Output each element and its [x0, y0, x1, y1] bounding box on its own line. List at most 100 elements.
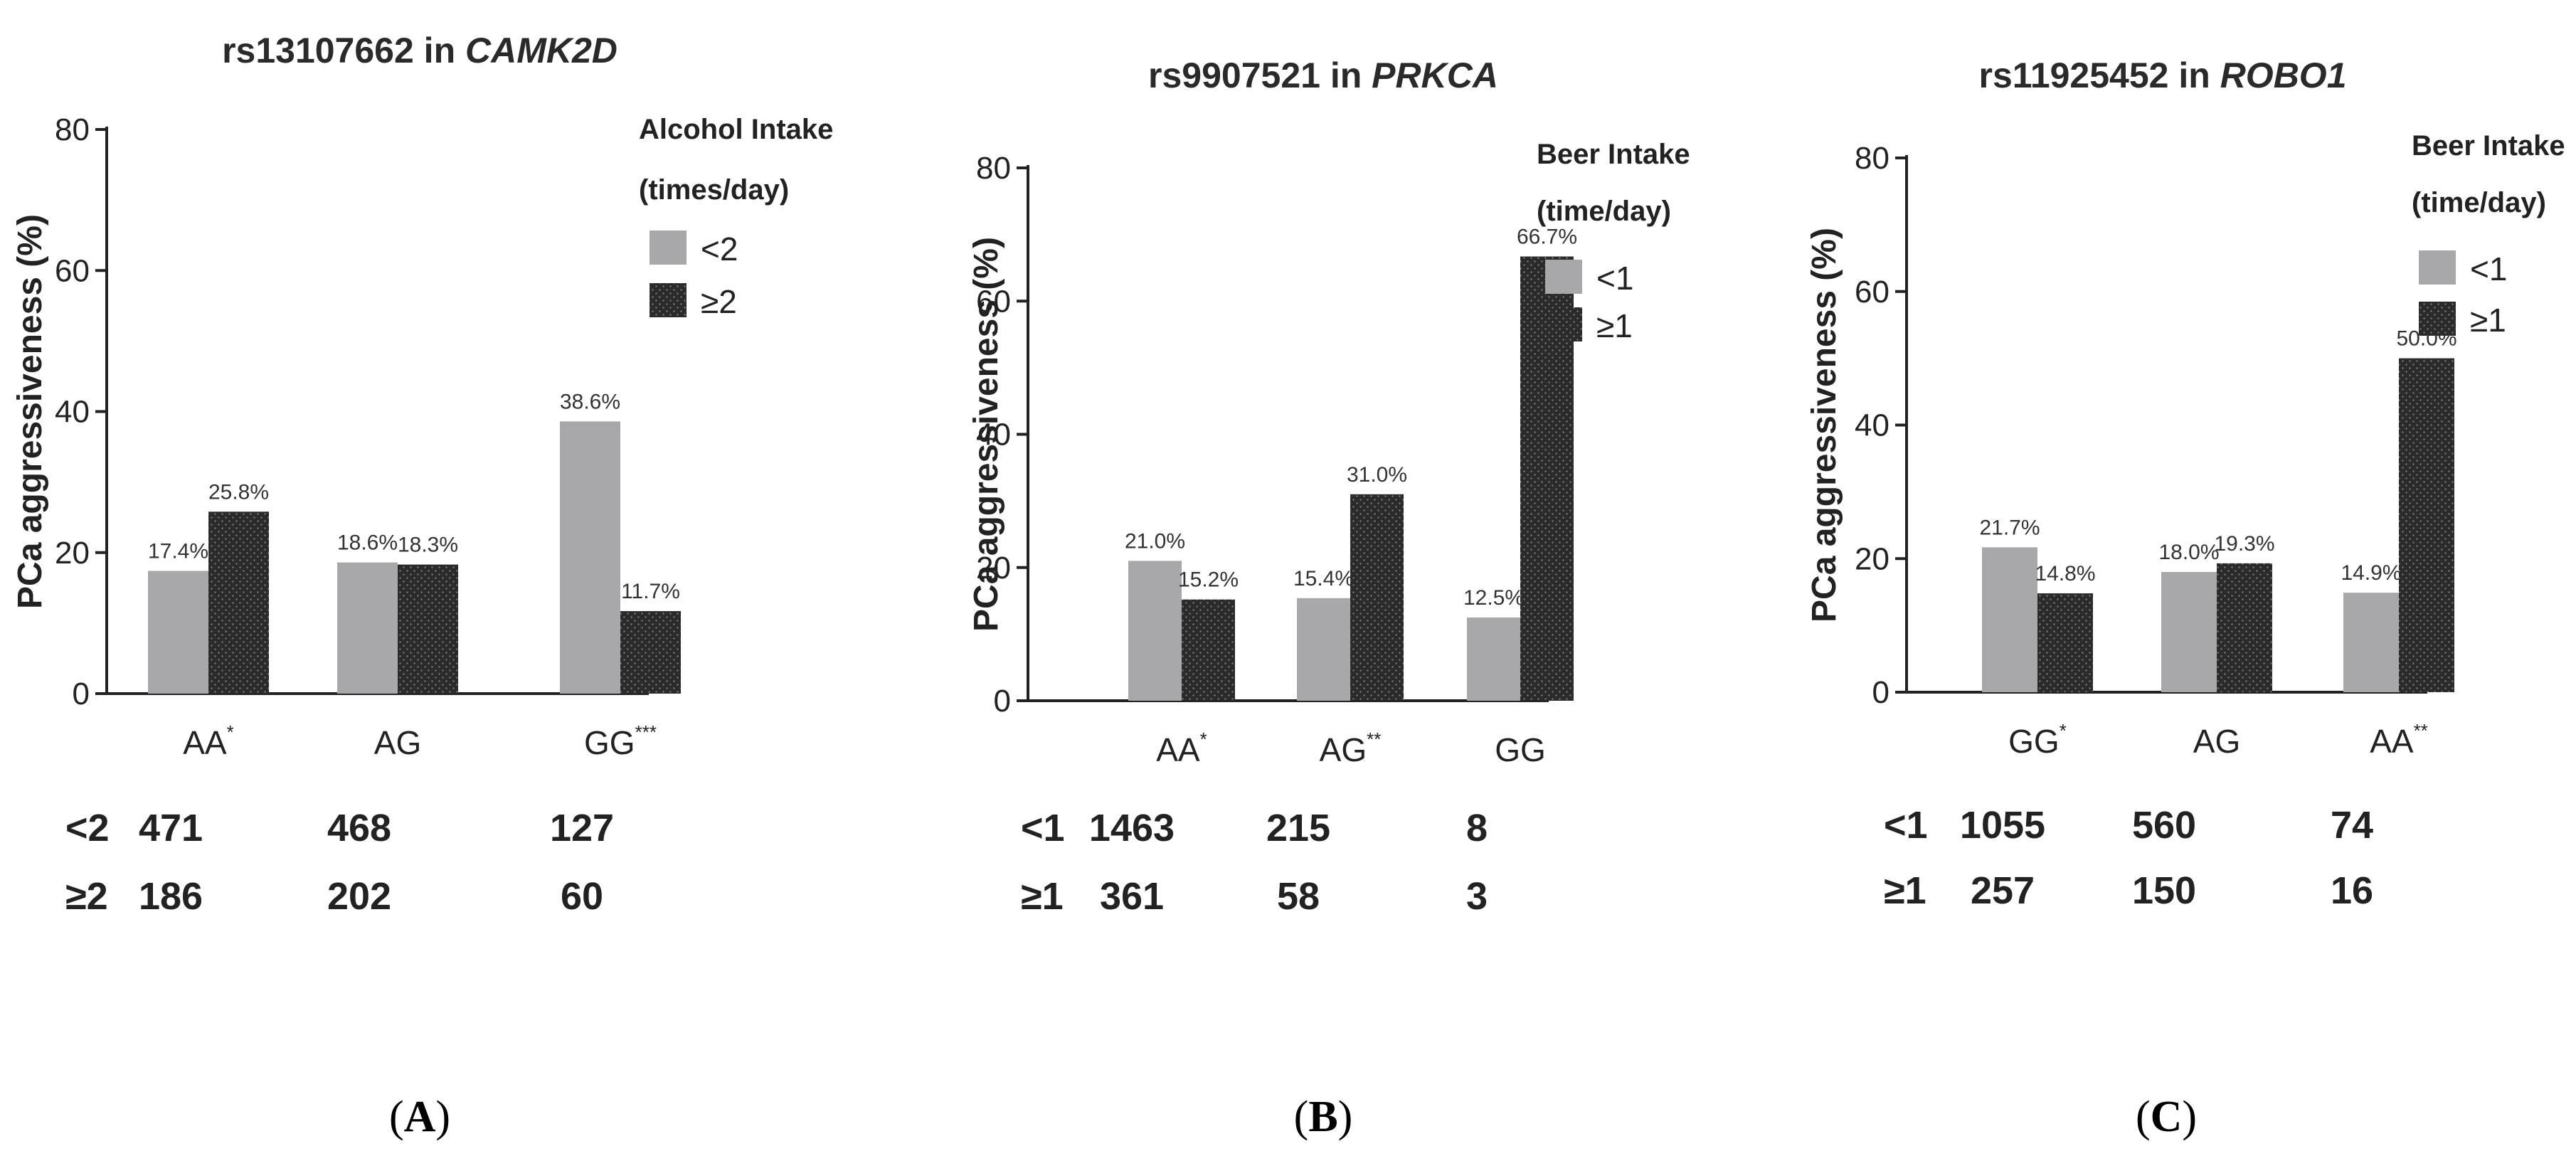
y-tick-label: 20	[55, 536, 90, 571]
data-label: 66.7%	[1517, 226, 1577, 249]
category-label: AG	[2193, 723, 2240, 760]
count-value: 1055	[1960, 804, 2045, 847]
bar-aa-series-2	[208, 511, 269, 694]
legend-swatch-2	[2419, 302, 2456, 336]
count-value: 74	[2331, 804, 2373, 847]
count-value: 471	[139, 807, 203, 849]
data-label: 19.3%	[2214, 532, 2274, 556]
legend-title: Beer Intake	[1537, 139, 1690, 170]
category-label: GG*	[2008, 720, 2067, 760]
bar-gg-series-2	[620, 611, 681, 694]
count-value: 560	[2132, 804, 2196, 847]
bar-ag-series-1	[2161, 572, 2217, 692]
count-row-label: <1	[1021, 807, 1065, 849]
bar-aa-series-1	[2343, 593, 2399, 692]
data-label: 25.8%	[208, 480, 269, 504]
data-label: 18.0%	[2158, 541, 2219, 564]
count-row-label: ≥1	[1884, 869, 1926, 912]
y-tick-label: 60	[55, 253, 90, 288]
count-value: 60	[561, 875, 603, 918]
y-tick-label: 60	[1855, 275, 1889, 309]
bar-gg-series-1	[1982, 547, 2037, 692]
legend-title: (times/day)	[639, 174, 789, 206]
count-value: 3	[1466, 875, 1488, 918]
legend-item-label: ≥1	[1596, 307, 1633, 344]
legend-title: Beer Intake	[2412, 130, 2565, 161]
y-tick-label: 0	[1872, 675, 1889, 710]
count-value: 361	[1100, 875, 1164, 918]
bar-gg-series-2	[2037, 593, 2093, 692]
bar-aa-series-2	[1182, 599, 1235, 701]
data-label: 38.6%	[560, 390, 620, 413]
chart-panel-c: rs11925452 in ROBO1 0 20 40 60 80 PCa aggressi…	[1806, 55, 2565, 1141]
data-label: 15.2%	[1178, 568, 1239, 592]
chart-title: rs9907521 in PRKCA	[1148, 55, 1498, 95]
count-row-label: <1	[1884, 804, 1928, 847]
category-label: AG	[374, 724, 421, 761]
y-axis-label: PCa aggressiveness (%)	[968, 237, 1005, 632]
legend-swatch-1	[2419, 250, 2456, 285]
count-value: 58	[1277, 875, 1320, 918]
count-value: 202	[327, 875, 391, 918]
category-label: GG***	[584, 721, 657, 761]
chart-title: rs13107662 in CAMK2D	[222, 31, 618, 70]
bar-aa-series-1	[148, 571, 208, 694]
panel-label: (B)	[1294, 1093, 1353, 1141]
bar-ag-series-1	[337, 562, 398, 694]
y-tick-label: 80	[976, 151, 1011, 186]
legend-swatch-1	[1545, 260, 1582, 294]
legend-title: Alcohol Intake	[639, 114, 833, 145]
count-value: 215	[1266, 807, 1330, 849]
data-label: 31.0%	[1347, 463, 1407, 487]
count-value: 1463	[1089, 807, 1175, 849]
bar-gg-series-1	[560, 421, 620, 694]
legend-swatch-2	[1545, 307, 1582, 341]
y-tick-label: 20	[976, 551, 1011, 585]
bar-ag-series-2	[1350, 494, 1404, 701]
category-label: AA*	[1156, 728, 1207, 768]
y-tick-label: 40	[976, 418, 1011, 452]
data-label: 17.4%	[148, 540, 208, 563]
bar-gg-series-1	[1467, 617, 1520, 701]
category-label: AA**	[2370, 720, 2428, 760]
legend-item-label: <1	[2470, 250, 2507, 287]
legend-swatch-1	[650, 230, 687, 265]
data-label: 14.8%	[2035, 562, 2095, 585]
count-value: 8	[1466, 807, 1488, 849]
bar-ag-series-1	[1297, 598, 1350, 701]
legend-item-label: <1	[1596, 260, 1633, 297]
bar-aa-series-1	[1128, 561, 1182, 701]
data-label: 12.5%	[1463, 586, 1524, 610]
bar-aa-series-2	[2399, 358, 2454, 692]
y-tick-label: 40	[1855, 408, 1889, 443]
count-value: 150	[2132, 869, 2196, 912]
count-row-label: ≥1	[1021, 875, 1064, 918]
panel-label: (C)	[2136, 1093, 2197, 1141]
y-tick-label: 0	[994, 684, 1011, 719]
chart-panel-b: rs9907521 in PRKCA 0 20 40 60 80 PCa aggressiv…	[968, 55, 1690, 1141]
legend-item-label: ≥2	[701, 283, 737, 320]
count-value: 186	[139, 875, 203, 918]
count-value: 16	[2331, 869, 2373, 912]
data-label: 11.7%	[621, 580, 680, 603]
panel-label: (A)	[389, 1093, 450, 1141]
legend-item-label: ≥1	[2470, 302, 2506, 339]
legend-title: (time/day)	[2412, 187, 2546, 218]
legend-item-label: <2	[701, 230, 738, 267]
y-tick-label: 0	[73, 677, 90, 711]
bar-ag-series-2	[398, 564, 458, 694]
chart-title: rs11925452 in ROBO1	[1979, 55, 2347, 95]
y-tick-label: 60	[976, 284, 1011, 319]
count-row-label: ≥2	[65, 875, 108, 918]
data-label: 18.3%	[398, 534, 458, 557]
y-axis-label: PCa aggressiveness (%)	[11, 214, 49, 609]
count-value: 257	[1971, 869, 2035, 912]
category-label: GG	[1495, 731, 1546, 768]
category-label: AA*	[183, 721, 234, 761]
data-label: 21.7%	[1979, 516, 2040, 539]
data-label: 18.6%	[337, 531, 398, 555]
chart-panel-a: rs13107662 in CAMK2D 0 20 40 60 80 PCa aggress…	[11, 31, 833, 1141]
count-row-label: <2	[65, 807, 110, 849]
y-tick-label: 40	[55, 395, 90, 430]
